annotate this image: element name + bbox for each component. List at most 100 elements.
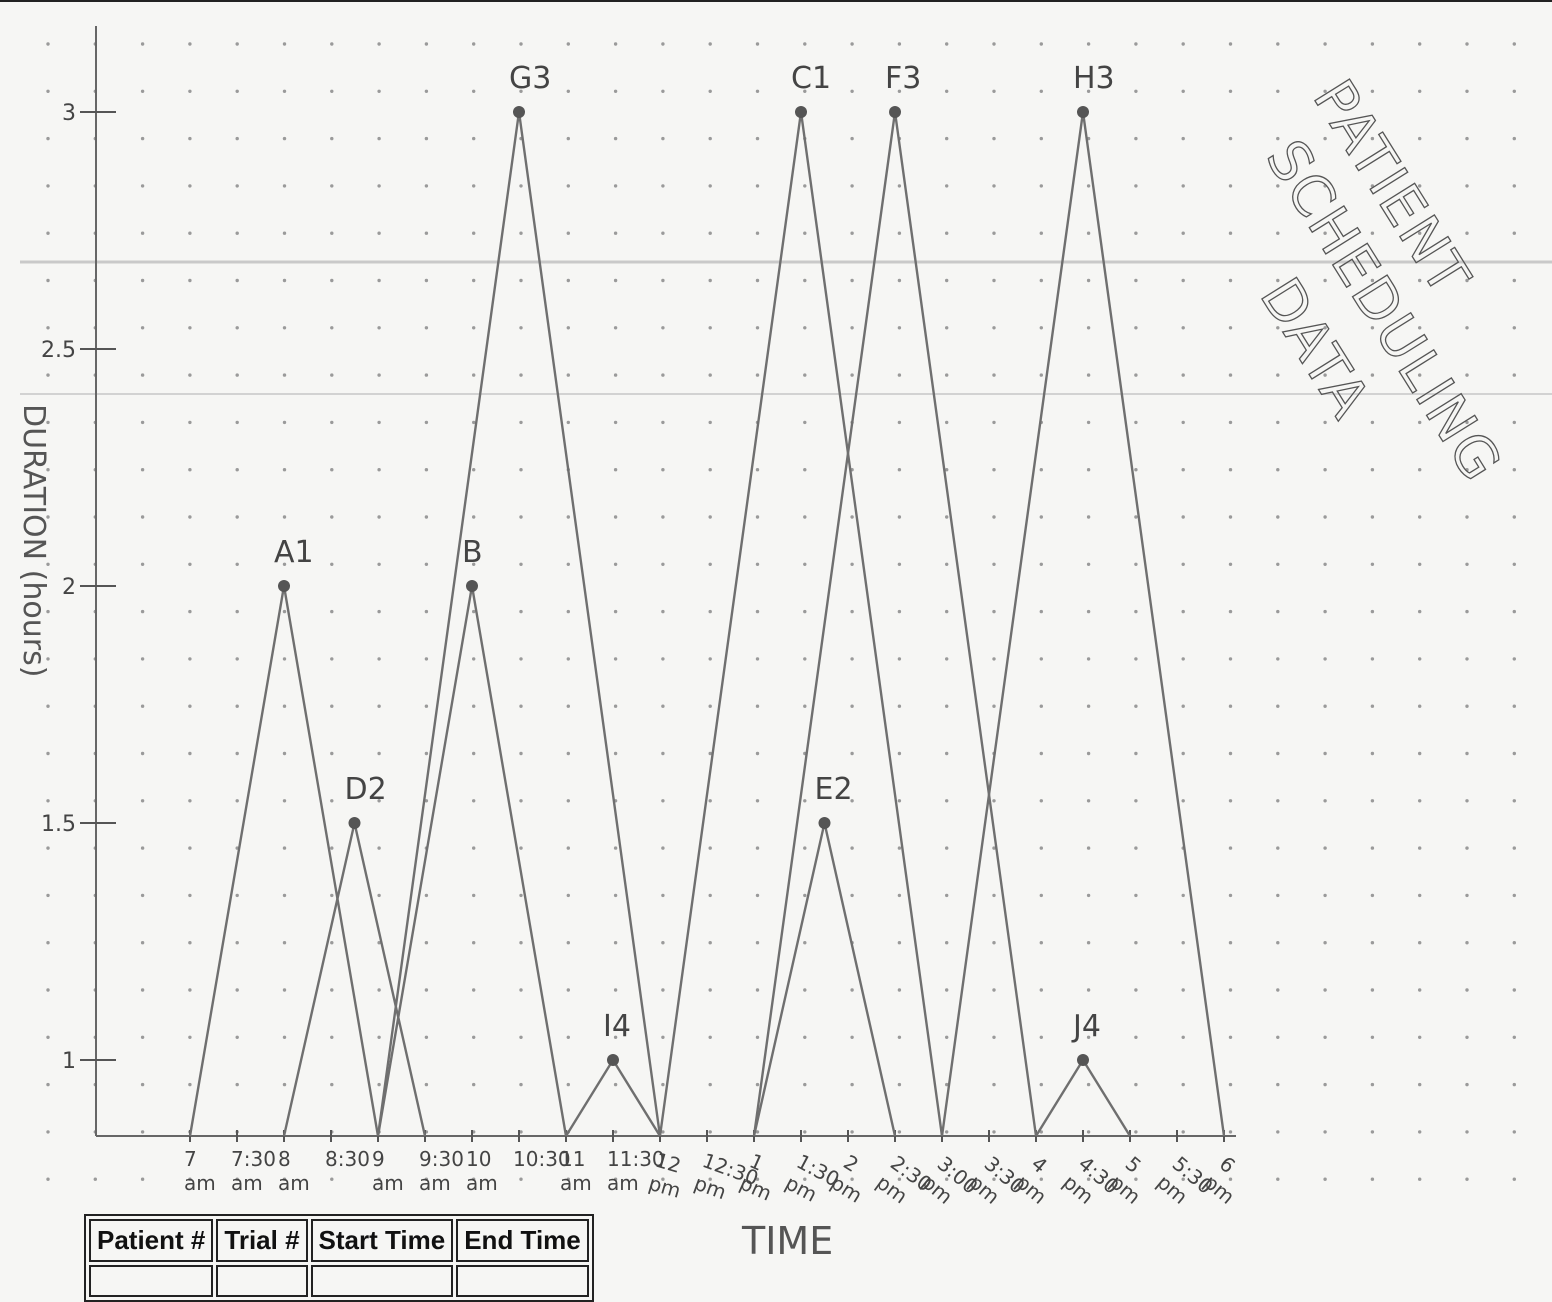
grid-dot — [945, 704, 949, 708]
grid-dot — [708, 941, 712, 945]
grid-dot — [1134, 1130, 1138, 1134]
grid-dot — [897, 278, 902, 283]
grid-dot — [945, 562, 949, 566]
grid-dot — [1086, 420, 1091, 425]
grid-dot — [1039, 231, 1044, 235]
grid-dot — [1134, 515, 1138, 519]
grid-dot — [140, 893, 145, 898]
grid-dot — [188, 468, 192, 472]
grid-dot — [613, 751, 618, 756]
grid-dot — [140, 231, 145, 235]
grid-dot — [140, 657, 145, 661]
grid-dot — [566, 184, 570, 188]
grid-dot — [850, 89, 854, 94]
grid-dot — [1181, 515, 1185, 519]
grid-dot — [1181, 704, 1185, 708]
grid-dot — [140, 136, 145, 141]
grid-dot — [850, 988, 854, 992]
grid-dot — [1370, 420, 1375, 425]
grid-dot — [330, 1177, 334, 1181]
grid-dot — [708, 657, 712, 661]
grid-dot — [850, 373, 854, 377]
grid-dot — [1370, 184, 1375, 188]
grid-dot — [897, 1130, 902, 1134]
grid-dot — [1276, 1035, 1280, 1040]
grid-dot — [897, 420, 902, 425]
grid-dot — [1228, 515, 1233, 519]
grid-dot — [1512, 1130, 1517, 1134]
grid-dot — [1465, 1035, 1469, 1040]
grid-dot — [1418, 184, 1422, 188]
grid-dot — [424, 609, 429, 614]
grid-dot — [613, 278, 618, 283]
grid-dot — [1134, 988, 1138, 992]
grid-dot — [424, 1082, 429, 1087]
grid-dot — [46, 515, 50, 519]
grid-dot — [708, 89, 712, 94]
grid-dot — [755, 326, 760, 330]
grid-dot — [377, 515, 381, 519]
grid-dot — [424, 704, 429, 708]
grid-dot — [1418, 1177, 1422, 1181]
peak-label-d2: D2 — [345, 772, 387, 807]
grid-dot — [1228, 231, 1233, 235]
grid-dot — [755, 468, 760, 472]
grid-dot — [46, 562, 50, 566]
x-tick-label: 5pm — [1105, 1151, 1146, 1208]
grid-dot — [188, 231, 192, 235]
grid-dot — [1465, 941, 1469, 945]
grid-dot — [472, 704, 476, 708]
table-cell — [89, 1265, 214, 1297]
grid-dot — [1181, 941, 1185, 945]
grid-dot — [1323, 1035, 1327, 1040]
grid-dot — [1370, 657, 1375, 661]
grid-dot — [1276, 799, 1280, 803]
grid-dot — [282, 893, 287, 898]
grid-dot — [1323, 846, 1327, 850]
grid-dot — [140, 468, 145, 472]
grid-dot — [850, 1035, 854, 1040]
grid-dot — [1418, 136, 1422, 141]
grid-dot — [235, 420, 239, 425]
grid-dot — [1039, 326, 1044, 330]
grid-dot — [661, 1177, 665, 1181]
grid-dot — [1512, 278, 1517, 283]
y-tick-label: 2.5 — [41, 338, 76, 363]
grid-dot — [1276, 1082, 1280, 1087]
grid-dot — [282, 799, 287, 803]
grid-dot — [1181, 42, 1185, 46]
peak-label-g3: G3 — [509, 61, 551, 96]
grid-dot — [1465, 609, 1469, 614]
grid-dot — [424, 89, 429, 94]
grid-dot — [1512, 420, 1517, 425]
grid-dot — [377, 941, 381, 945]
x-tick-label-time: 10 — [466, 1147, 491, 1171]
grid-dot — [1370, 893, 1375, 898]
x-tick-label-time: 9:30 — [419, 1147, 464, 1171]
grid-dot — [1276, 278, 1280, 283]
x-tick-label-time: 11:30 — [607, 1147, 665, 1171]
grid-dot — [46, 1082, 50, 1087]
grid-dot — [188, 799, 192, 803]
grid-dot — [661, 1035, 665, 1040]
grid-dot — [330, 846, 334, 850]
grid-dot — [1228, 136, 1233, 141]
grid-dot — [803, 373, 807, 377]
grid-dot — [945, 1082, 949, 1087]
grid-dot — [708, 893, 712, 898]
grid-dot — [1370, 562, 1375, 566]
grid-dot — [377, 1035, 381, 1040]
peak-point-b — [466, 580, 478, 592]
grid-dot — [566, 1177, 570, 1181]
grid-dot — [519, 184, 523, 188]
grid-dot — [1465, 562, 1469, 566]
grid-dot — [424, 1177, 429, 1181]
x-tick-label-ampm: am — [466, 1171, 498, 1195]
grid-dot — [1418, 278, 1422, 283]
grid-dot — [1276, 42, 1280, 46]
grid-dot — [992, 893, 996, 898]
grid-dot — [1418, 42, 1422, 46]
grid-dot — [850, 515, 854, 519]
grid-dot — [519, 893, 523, 898]
grid-dot — [897, 893, 902, 898]
